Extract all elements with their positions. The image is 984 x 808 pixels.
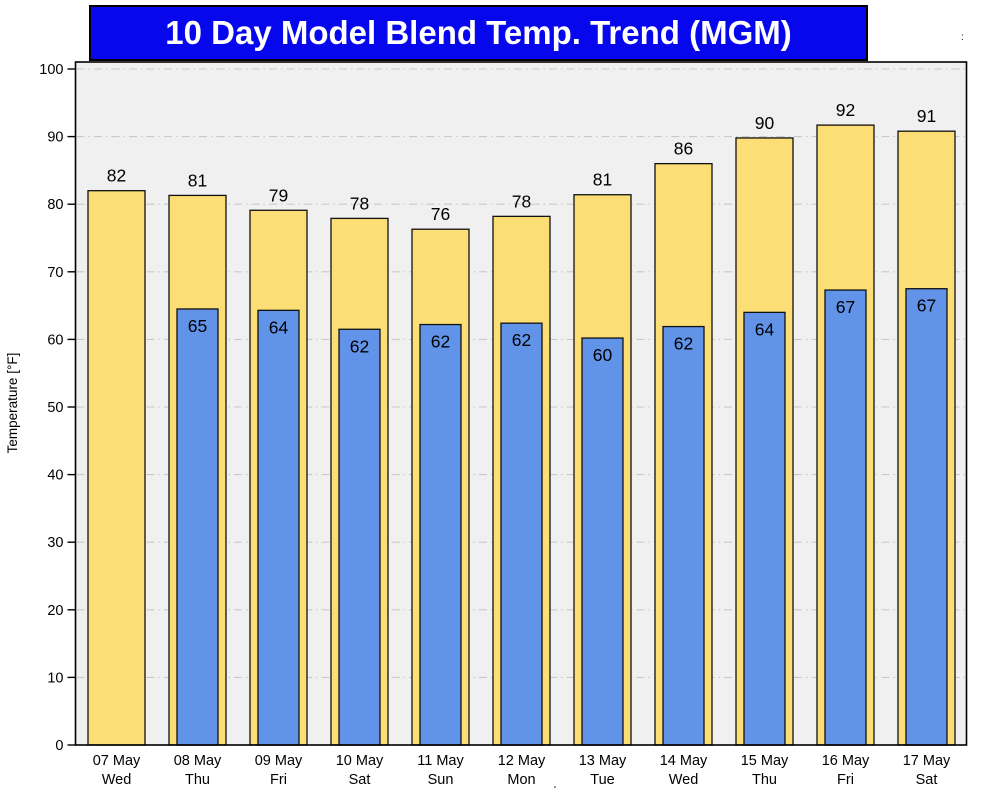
- x-tick-label-date: 10 May: [336, 753, 384, 769]
- low-bar: [257, 309, 300, 746]
- low-bar: [905, 288, 948, 746]
- x-tick-label-date: 16 May: [822, 753, 870, 769]
- y-tick-label: 90: [47, 130, 63, 146]
- y-tick-label: 40: [47, 468, 63, 484]
- x-tick-label-date: 13 May: [579, 753, 627, 769]
- x-tick-label-weekday: Mon: [507, 772, 535, 788]
- x-tick-label-weekday: Thu: [185, 772, 210, 788]
- high-value-label: 92: [836, 100, 855, 120]
- plot-frame: [74, 61, 968, 746]
- high-value-label: 90: [755, 113, 775, 133]
- low-value-label: 62: [674, 334, 693, 354]
- low-bar: [500, 322, 543, 746]
- high-value-label: 91: [917, 106, 936, 126]
- low-bar: [338, 328, 381, 746]
- x-tick-label-weekday: Thu: [752, 772, 777, 788]
- low-bar: [581, 337, 624, 746]
- x-tick-label-weekday: Wed: [669, 772, 699, 788]
- x-tick-label-date: 07 May: [93, 753, 141, 769]
- low-bar: [662, 325, 705, 746]
- high-value-label: 78: [350, 193, 369, 213]
- y-tick-label: 10: [47, 670, 63, 686]
- x-tick-label-weekday: Wed: [102, 772, 132, 788]
- x-tick-label-date: 08 May: [174, 753, 222, 769]
- low-value-label: 67: [917, 296, 936, 316]
- y-tick-label: 80: [47, 197, 63, 213]
- low-value-label: 62: [350, 336, 369, 356]
- low-value-label: 64: [269, 317, 289, 337]
- low-value-label: 65: [188, 316, 207, 336]
- stray-mark: ': [554, 785, 556, 796]
- x-tick-label-weekday: Sat: [349, 772, 371, 788]
- x-tick-label-weekday: Fri: [837, 772, 854, 788]
- x-tick-label-weekday: Sat: [916, 772, 938, 788]
- low-value-label: 62: [431, 332, 450, 352]
- high-value-label: 86: [674, 139, 693, 159]
- high-value-label: 79: [269, 185, 288, 205]
- x-tick-label-date: 17 May: [903, 753, 951, 769]
- y-tick-label: 30: [47, 535, 63, 551]
- x-tick-label-date: 11 May: [417, 753, 464, 769]
- low-value-label: 62: [512, 330, 531, 350]
- x-tick-label-date: 12 May: [498, 753, 546, 769]
- x-tick-label-weekday: Fri: [270, 772, 287, 788]
- low-value-label: 67: [836, 297, 855, 317]
- x-tick-label-date: 15 May: [741, 753, 789, 769]
- high-value-label: 82: [107, 166, 126, 186]
- high-value-label: 81: [593, 170, 612, 190]
- low-bar: [743, 311, 786, 746]
- x-tick-label-date: 14 May: [660, 753, 708, 769]
- low-bar: [824, 289, 867, 746]
- y-tick-label: 0: [55, 738, 63, 754]
- high-value-label: 78: [512, 191, 531, 211]
- y-tick-label: 60: [47, 332, 63, 348]
- high-value-label: 76: [431, 204, 450, 224]
- high-value-label: 81: [188, 170, 207, 190]
- low-bar: [419, 323, 462, 746]
- low-bar: [176, 308, 219, 746]
- y-axis-title: Temperature [°F]: [5, 353, 20, 454]
- low-value-label: 64: [755, 319, 775, 339]
- y-tick-label: 50: [47, 400, 63, 416]
- high-bar: [87, 190, 146, 746]
- chart-title: 10 Day Model Blend Temp. Trend (MGM): [89, 5, 868, 61]
- low-value-label: 60: [593, 345, 613, 365]
- x-tick-label-date: 09 May: [255, 753, 303, 769]
- stray-mark: :: [961, 32, 964, 43]
- x-tick-label-weekday: Tue: [590, 772, 614, 788]
- x-tick-label-weekday: Sun: [428, 772, 454, 788]
- y-tick-label: 20: [47, 603, 63, 619]
- y-tick-label: 70: [47, 265, 63, 281]
- y-tick-label: 100: [39, 62, 63, 78]
